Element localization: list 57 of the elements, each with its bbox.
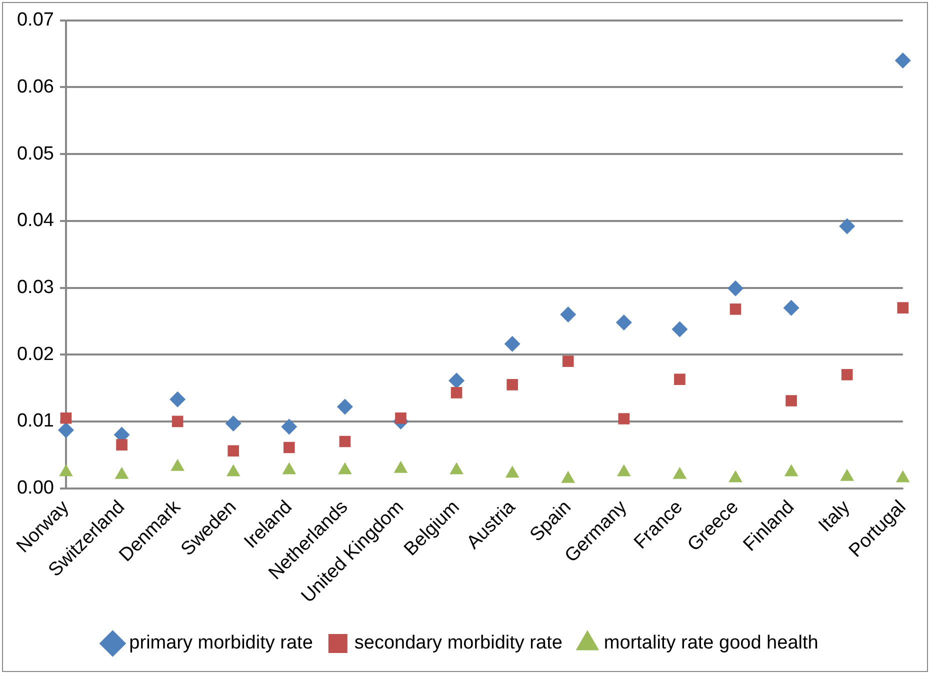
- point: [562, 356, 574, 367]
- point: [58, 422, 74, 438]
- point: [225, 415, 242, 432]
- point: [170, 458, 184, 471]
- point: [338, 462, 352, 474]
- point: [560, 306, 576, 322]
- point: [228, 445, 240, 457]
- point: [60, 412, 72, 424]
- y-tick-label: 0.02: [16, 344, 54, 365]
- point: [339, 436, 351, 448]
- point: [730, 303, 742, 315]
- point: [281, 418, 298, 435]
- point: [450, 462, 464, 474]
- x-tick-label: Italy: [814, 496, 855, 536]
- point: [672, 466, 687, 479]
- point: [841, 369, 853, 380]
- point: [170, 391, 186, 408]
- point: [784, 464, 798, 476]
- point: [394, 460, 408, 473]
- point: [505, 466, 520, 478]
- y-tick-label: 0.06: [16, 76, 54, 98]
- point: [728, 470, 742, 482]
- y-tick-label: 0.04: [16, 210, 54, 232]
- y-tick-label: 0.01: [16, 410, 54, 432]
- point: [783, 300, 800, 316]
- point: [674, 374, 686, 385]
- point: [116, 439, 128, 450]
- legend-label: mortality rate good health: [604, 632, 818, 654]
- point: [114, 466, 129, 479]
- point: [336, 398, 353, 415]
- y-tick-label: 0.03: [16, 276, 54, 298]
- point: [616, 314, 632, 331]
- point: [506, 379, 518, 390]
- point: [395, 412, 406, 424]
- point: [839, 218, 856, 234]
- point: [172, 416, 184, 428]
- y-tick-label: 0.05: [16, 143, 54, 164]
- point: [561, 470, 576, 483]
- point: [897, 302, 909, 314]
- point: [504, 336, 520, 352]
- point: [226, 464, 240, 476]
- point: [672, 321, 688, 338]
- y-tick-label: 0.07: [16, 10, 54, 31]
- point: [283, 442, 295, 454]
- legend-label: secondary morbidity rate: [354, 632, 562, 654]
- point: [450, 387, 462, 398]
- point: [448, 372, 465, 389]
- point: [786, 395, 797, 406]
- point: [840, 468, 854, 481]
- legend-label: primary morbidity rate: [129, 632, 313, 654]
- y-tick-label: 0.00: [16, 478, 54, 499]
- point: [728, 280, 744, 296]
- point: [282, 462, 296, 474]
- point: [896, 470, 910, 482]
- point: [618, 413, 630, 424]
- point: [616, 464, 631, 476]
- point: [59, 464, 73, 476]
